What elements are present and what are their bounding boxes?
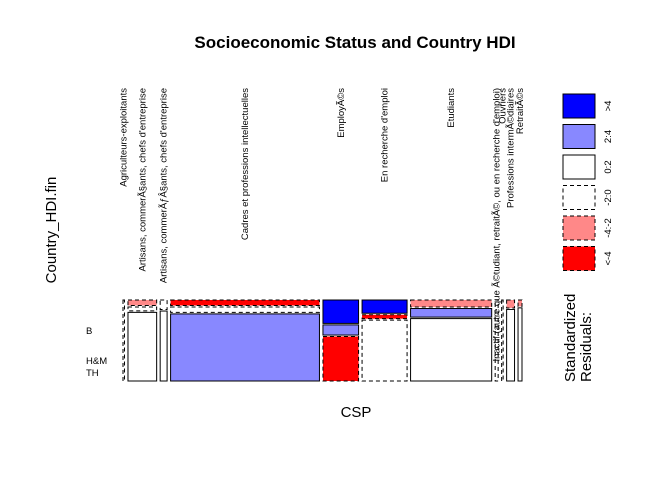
cat-4-employ-s-cell-2 [322,336,360,382]
cat-7-inactif-autre-que-tudiant-retr-column [494,299,499,382]
legend-label-1: 2:4 [603,130,614,143]
legend-label-4: -4:-2 [603,218,614,238]
cat-1-artisans-commer-ants-chefs-d-e-cell-2 [127,311,158,382]
cat-3-cadres-et-professions-intellec-cell-1 [170,306,320,313]
cat-3-cadres-et-professions-intellec-cell-2 [170,313,320,382]
legend-title-line-0: Standardized [562,294,579,382]
cat-10-retrait-s-column [517,299,523,382]
x-axis-title: CSP [341,404,372,421]
legend-swatch-3 [562,185,596,210]
cat-6-etudiants-cell-0 [410,299,493,308]
cat-9-professions-interm-diaires-column [506,299,516,382]
mosaic-plot [122,299,523,382]
cat-2-artisans-commer-ants-chefs-d-e-cell-0 [159,299,168,311]
cat-6-etudiants-column [410,299,493,382]
cat-5-en-recherche-d-emploi-column [361,299,408,382]
cat-4-employ-s-cell-0 [322,299,360,324]
legend-swatch-2 [562,154,596,180]
cat-2-artisans-commer-ants-chefs-d-e-label: Artisans, commerÃƒÂ§ants, chefs d'entrep… [159,88,170,283]
legend-swatch-1 [562,124,596,149]
cat-6-etudiants-label: Etudiants [446,88,457,128]
cat-5-en-recherche-d-emploi-label: En recherche d'emploi [380,88,391,182]
legend-title-line-1: Residuals: [578,312,595,382]
cat-4-employ-s-label: EmployÃ©s [336,88,347,138]
cat-9-professions-interm-diaires-cell-0 [506,299,516,309]
row-level-label-0: B [86,326,92,337]
cat-0-agriculteurs-exploitants-cell-0 [122,299,125,382]
row-level-label-2: TH [86,368,99,379]
row-level-label-1: H&M [86,356,107,367]
cat-4-employ-s-cell-1 [322,324,360,336]
cat-7-inactif-autre-que-tudiant-retr-label: Inactif (autre que Ã©tudiant, retraitÃ©,… [492,88,503,362]
cat-10-retrait-s-label: RetraitÃ©s [515,88,526,134]
y-axis-title: Country_HDI.fin [43,177,60,284]
cat-8-ouvriers-column [501,299,504,382]
cat-10-retrait-s-cell-0 [517,299,523,307]
cat-2-artisans-commer-ants-chefs-d-e-cell-1 [159,310,168,382]
cat-5-en-recherche-d-emploi-cell-1 [361,314,408,320]
cat-3-cadres-et-professions-intellec-label: Cadres et professions intellectuelles [240,88,251,240]
cat-1-artisans-commer-ants-chefs-d-e-cell-0 [127,299,158,306]
legend-label-3: -2:0 [603,189,614,205]
cat-2-artisans-commer-ants-chefs-d-e-column [159,299,168,382]
cat-7-inactif-autre-que-tudiant-retr-cell-0 [494,299,499,382]
cat-9-professions-interm-diaires-label: Professions intermÃ©diaires [506,88,517,208]
legend-swatch-0 [562,93,596,119]
legend-swatch-4 [562,215,596,241]
legend-swatch-5 [562,246,596,271]
category-labels: Agriculteurs-exploitants Artisans, commer… [119,88,526,362]
cat-5-en-recherche-d-emploi-cell-2 [361,319,408,382]
cat-1-artisans-commer-ants-chefs-d-e-cell-1 [127,306,158,312]
chart-title: Socioeconomic Status and Country HDI [194,33,515,52]
cat-6-etudiants-cell-2 [410,318,493,382]
legend-label-2: 0:2 [603,160,614,173]
cat-3-cadres-et-professions-intellec-cell-0 [170,299,320,306]
legend-label-0: >4 [603,101,614,112]
cat-8-ouvriers-cell-0 [501,299,504,382]
legend-label-5: <-4 [603,252,614,266]
cat-10-retrait-s-cell-1 [517,307,523,382]
cat-4-employ-s-column [322,299,360,382]
row-level-labels: B H&MTH [86,326,107,379]
cat-1-artisans-commer-ants-chefs-d-e-label: Artisans, commerÃ§ants, chefs d'entrepri… [137,88,148,271]
cat-8-ouvriers-label: Ouvriers [497,88,508,124]
cat-9-professions-interm-diaires-cell-1 [506,308,516,382]
cat-1-artisans-commer-ants-chefs-d-e-column [127,299,158,382]
cat-5-en-recherche-d-emploi-cell-0 [361,299,408,314]
residuals-legend: >4 2:4 0:2 -2:0 -4:-2 <-4 Standardized Residual… [562,93,614,382]
cat-0-agriculteurs-exploitants-label: Agriculteurs-exploitants [119,88,130,187]
cat-3-cadres-et-professions-intellec-column [170,299,320,382]
cat-6-etudiants-cell-1 [410,308,493,318]
cat-0-agriculteurs-exploitants-column [122,299,125,382]
